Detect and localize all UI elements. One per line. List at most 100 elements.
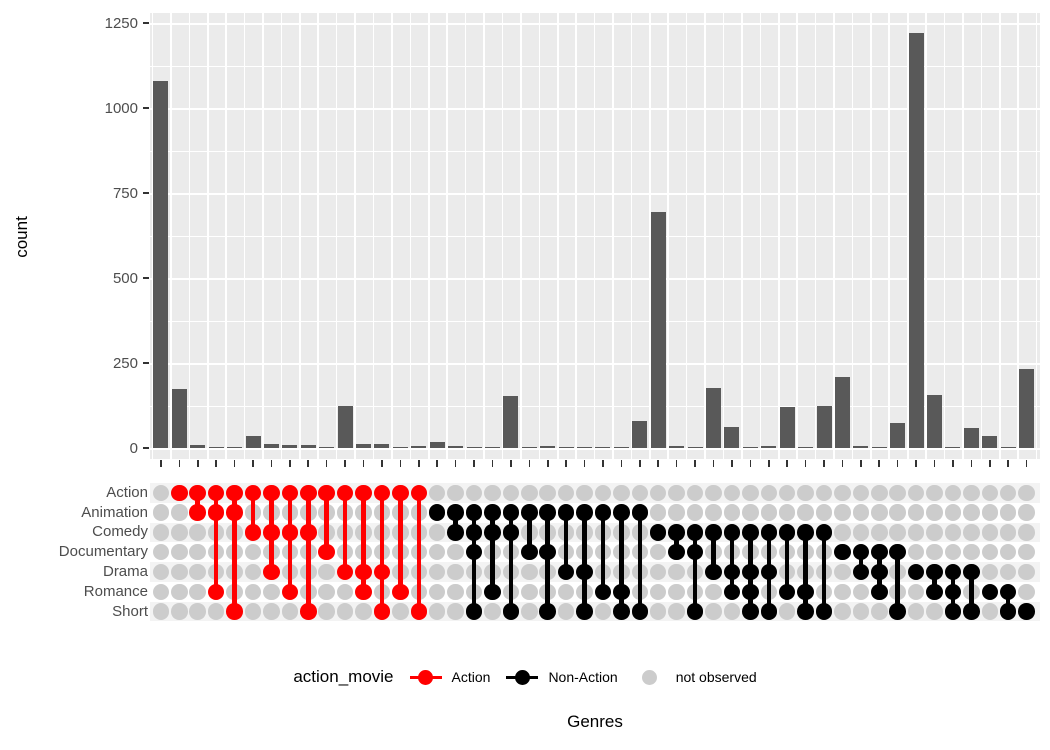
x-tick-mark bbox=[657, 460, 660, 467]
bar bbox=[798, 446, 814, 448]
matrix-dot-observed bbox=[373, 603, 391, 620]
gridline-minor bbox=[150, 150, 1040, 152]
y-tick-label: 750 bbox=[112, 184, 138, 202]
matrix-dot-not-observed bbox=[871, 484, 888, 502]
matrix-dot-observed bbox=[742, 524, 759, 541]
matrix-dot-observed bbox=[613, 583, 630, 601]
matrix-dot-observed bbox=[594, 504, 612, 521]
matrix-dot-not-observed bbox=[668, 583, 685, 601]
matrix-dot-not-observed bbox=[649, 583, 667, 601]
bar bbox=[429, 441, 445, 448]
matrix-connector-line bbox=[600, 512, 606, 592]
matrix-dot-not-observed bbox=[889, 484, 906, 502]
bar bbox=[356, 444, 372, 448]
gridline-major bbox=[150, 448, 1040, 450]
action-lollipop-icon bbox=[409, 669, 442, 685]
bar bbox=[761, 446, 777, 448]
matrix-dot-not-observed bbox=[999, 524, 1017, 541]
gridline-major bbox=[150, 23, 1040, 25]
matrix-dot-observed bbox=[686, 524, 704, 541]
matrix-dot-observed bbox=[649, 524, 667, 541]
x-tick-mark bbox=[491, 460, 494, 467]
matrix-dot-not-observed bbox=[484, 603, 501, 620]
matrix-dot-not-observed bbox=[152, 563, 170, 581]
x-tick-mark bbox=[344, 460, 346, 467]
matrix-dot-not-observed bbox=[576, 484, 593, 502]
matrix-dot-not-observed bbox=[1018, 583, 1035, 601]
x-tick-mark bbox=[270, 460, 273, 467]
bar bbox=[650, 211, 666, 448]
matrix-dot-not-observed bbox=[963, 504, 980, 521]
matrix-dot-observed bbox=[981, 583, 999, 601]
x-tick-mark bbox=[878, 460, 881, 467]
matrix-dot-not-observed bbox=[189, 603, 206, 620]
matrix-dot-not-observed bbox=[999, 484, 1017, 502]
x-tick-mark bbox=[454, 460, 457, 467]
bar bbox=[890, 422, 906, 448]
bar bbox=[300, 444, 316, 448]
matrix-dot-observed bbox=[576, 603, 593, 620]
matrix-dot-observed bbox=[355, 484, 372, 502]
matrix-dot-not-observed bbox=[152, 484, 170, 502]
matrix-dot-not-observed bbox=[963, 543, 980, 561]
matrix-dot-observed bbox=[355, 563, 372, 581]
matrix-dot-observed bbox=[760, 563, 777, 581]
matrix-dot-not-observed bbox=[907, 484, 925, 502]
matrix-connector-line bbox=[674, 532, 679, 553]
matrix-dot-not-observed bbox=[171, 543, 188, 561]
gridline-major bbox=[150, 363, 1040, 365]
bar bbox=[263, 443, 279, 448]
y-tick-mark bbox=[143, 22, 149, 24]
bar bbox=[982, 435, 998, 448]
matrix-connector-line bbox=[398, 492, 403, 592]
x-tick-mark bbox=[565, 460, 567, 467]
x-tick-mark bbox=[933, 460, 936, 467]
matrix-connector-line bbox=[932, 572, 937, 592]
matrix-connector-line bbox=[619, 512, 624, 612]
matrix-connector-line bbox=[858, 552, 864, 572]
matrix-dot-observed bbox=[686, 603, 704, 620]
matrix-dot-observed bbox=[668, 524, 685, 541]
matrix-dot-not-observed bbox=[171, 504, 188, 521]
matrix-connector-line bbox=[563, 512, 569, 572]
matrix-dot-not-observed bbox=[999, 543, 1017, 561]
bar bbox=[613, 447, 629, 448]
matrix-row-label: Comedy bbox=[92, 523, 148, 541]
matrix-dot-observed bbox=[189, 504, 206, 521]
matrix-dot-not-observed bbox=[428, 583, 446, 601]
bar bbox=[1000, 447, 1016, 448]
x-tick-mark bbox=[786, 460, 788, 467]
x-tick-mark bbox=[620, 460, 623, 467]
matrix-dot-observed bbox=[281, 524, 299, 541]
matrix-dot-not-observed bbox=[963, 484, 980, 502]
matrix-row-label: Animation bbox=[81, 503, 148, 521]
matrix-dot-observed bbox=[465, 504, 483, 521]
matrix-dot-not-observed bbox=[428, 543, 446, 561]
legend: action_movie Action Non-Action not obser… bbox=[0, 660, 1050, 694]
bar bbox=[392, 447, 408, 448]
matrix-dot-not-observed bbox=[152, 543, 170, 561]
y-tick-mark bbox=[143, 362, 149, 364]
non-action-lollipop-icon bbox=[506, 669, 539, 685]
gridline-major bbox=[150, 193, 1040, 195]
matrix-dot-not-observed bbox=[594, 603, 612, 620]
gridline-major bbox=[150, 108, 1040, 110]
matrix-dot-not-observed bbox=[944, 504, 962, 521]
matrix-dot-not-observed bbox=[852, 524, 870, 541]
gridline-minor bbox=[150, 65, 1040, 67]
matrix-dot-not-observed bbox=[760, 484, 777, 502]
bar bbox=[632, 420, 648, 448]
matrix-dot-observed bbox=[815, 603, 833, 620]
matrix-dot-observed bbox=[742, 563, 759, 581]
matrix-dot-not-observed bbox=[521, 563, 538, 581]
matrix-dot-not-observed bbox=[171, 583, 188, 601]
matrix-connector-line bbox=[287, 492, 293, 592]
matrix-dot-not-observed bbox=[521, 484, 538, 502]
matrix-dot-not-observed bbox=[944, 543, 962, 561]
matrix-dot-not-observed bbox=[944, 524, 962, 541]
matrix-dot-observed bbox=[963, 603, 980, 620]
matrix-dot-not-observed bbox=[189, 583, 206, 601]
matrix-dot-observed bbox=[760, 524, 777, 541]
bar bbox=[724, 426, 740, 448]
x-tick-mark bbox=[233, 460, 236, 467]
